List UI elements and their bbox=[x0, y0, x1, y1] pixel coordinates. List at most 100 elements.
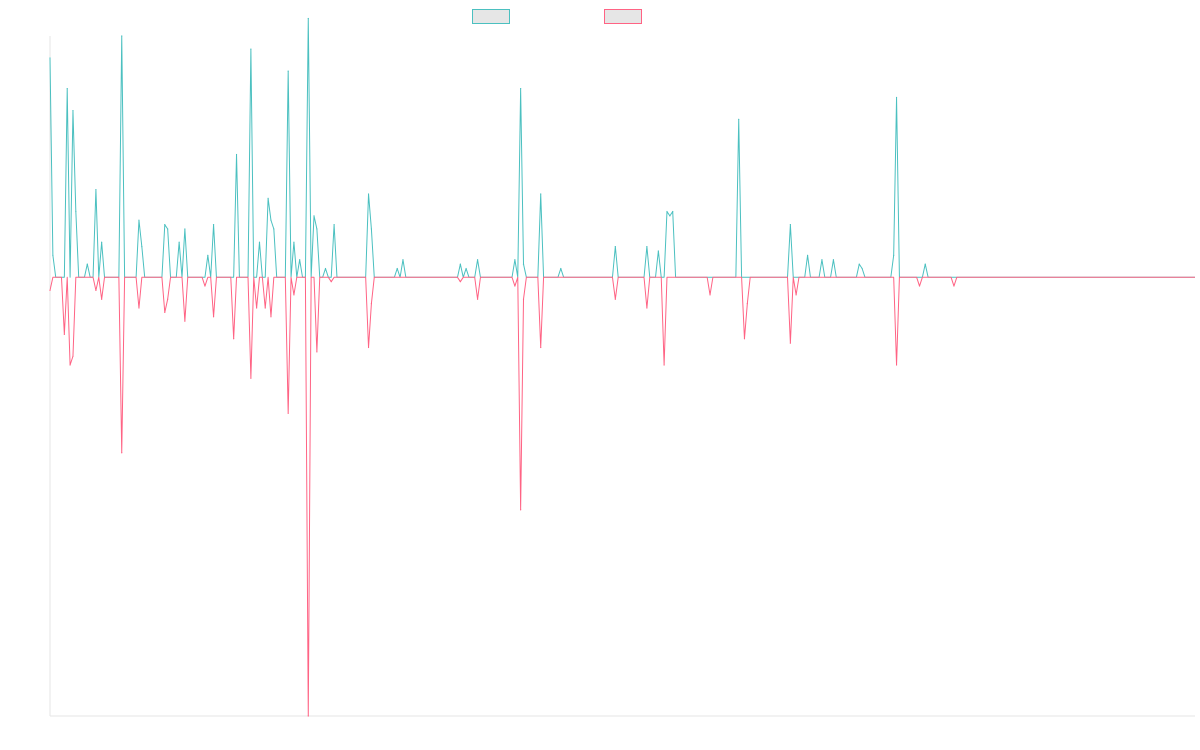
series-1-point-2 bbox=[66, 88, 68, 90]
series-2-point-20 bbox=[307, 715, 309, 717]
series-1-point-27 bbox=[313, 215, 315, 217]
series-2-point-25 bbox=[459, 281, 461, 283]
series-1-point-16 bbox=[212, 224, 215, 226]
series-1-point-33 bbox=[396, 267, 398, 270]
chart-legend bbox=[0, 9, 1200, 27]
series-2-point-32 bbox=[646, 307, 648, 309]
series-2-point-13 bbox=[233, 338, 235, 340]
series-1-point-47 bbox=[669, 215, 671, 217]
series-2-point-11 bbox=[204, 285, 206, 287]
legend-swatch-series-2 bbox=[604, 9, 642, 24]
series-1-point-20 bbox=[267, 197, 269, 199]
series-2-point-1 bbox=[63, 333, 65, 335]
series-2-point-8 bbox=[164, 311, 166, 313]
series-1-point-39 bbox=[520, 88, 522, 90]
series-1-point-14 bbox=[184, 228, 186, 230]
series-2-point-5 bbox=[101, 298, 103, 300]
series-2-point-9 bbox=[167, 298, 169, 300]
series-2-point-35 bbox=[743, 338, 746, 340]
series-2-point-41 bbox=[953, 285, 955, 287]
series-1-point-4 bbox=[75, 210, 77, 213]
series-layer bbox=[49, 17, 1195, 717]
series-2-point-10 bbox=[184, 320, 186, 322]
series-2-point-12 bbox=[212, 316, 215, 318]
series-1-point-3 bbox=[72, 109, 74, 112]
series-1-point-24 bbox=[293, 241, 295, 243]
series-1-point-37 bbox=[476, 259, 479, 261]
series-1-point-38 bbox=[514, 259, 516, 261]
series-1-point-51 bbox=[806, 254, 809, 256]
series-1 bbox=[49, 17, 1195, 278]
series-2 bbox=[49, 276, 1195, 717]
series-2-point-24 bbox=[370, 303, 372, 305]
series-2-point-36 bbox=[746, 303, 748, 305]
legend-swatch-series-1 bbox=[472, 9, 510, 24]
series-1-point-32 bbox=[370, 228, 372, 230]
series-1-point-19 bbox=[258, 241, 261, 243]
series-1-point-34 bbox=[402, 259, 404, 261]
series-1-point-0 bbox=[49, 57, 51, 59]
series-1-point-35 bbox=[459, 263, 461, 265]
series-1-point-1 bbox=[52, 254, 54, 256]
series-1-point-29 bbox=[324, 267, 327, 270]
series-1-line bbox=[49, 17, 1195, 278]
series-1-point-53 bbox=[832, 259, 835, 261]
series-1-point-5 bbox=[86, 263, 88, 265]
series-1-point-21 bbox=[270, 219, 272, 221]
series-1-point-45 bbox=[657, 250, 659, 252]
series-1-point-57 bbox=[895, 96, 898, 99]
series-1-point-41 bbox=[540, 193, 542, 195]
series-1-point-55 bbox=[861, 267, 863, 270]
series-2-line bbox=[49, 276, 1195, 717]
series-2-point-38 bbox=[795, 294, 797, 296]
series-2-point-28 bbox=[520, 509, 522, 511]
series-1-point-6 bbox=[95, 188, 97, 191]
series-1-point-9 bbox=[138, 219, 140, 221]
series-1-point-40 bbox=[522, 263, 525, 265]
series-1-point-8 bbox=[121, 35, 123, 37]
series-2-point-15 bbox=[256, 307, 258, 309]
series-1-point-15 bbox=[207, 254, 209, 256]
series-1-point-10 bbox=[141, 245, 143, 248]
series-1-point-28 bbox=[316, 228, 318, 230]
series-1-point-12 bbox=[167, 228, 169, 230]
series-2-point-16 bbox=[264, 307, 266, 309]
series-1-point-46 bbox=[666, 210, 668, 213]
series-1-point-50 bbox=[789, 224, 791, 226]
series-2-point-40 bbox=[918, 285, 921, 287]
series-2-point-4 bbox=[95, 289, 97, 292]
series-1-point-54 bbox=[858, 263, 860, 265]
series-2-point-17 bbox=[270, 316, 272, 318]
series-2-point-31 bbox=[614, 298, 616, 300]
series-2-point-37 bbox=[789, 342, 791, 344]
series-1-point-7 bbox=[101, 241, 103, 243]
series-2-point-0 bbox=[49, 289, 51, 292]
series-2-point-27 bbox=[514, 285, 516, 287]
series-1-point-58 bbox=[924, 263, 926, 265]
series-1-point-43 bbox=[614, 245, 616, 248]
series-2-point-29 bbox=[522, 298, 525, 300]
series-2-point-7 bbox=[138, 307, 140, 309]
series-2-point-33 bbox=[663, 364, 665, 366]
series-1-point-52 bbox=[821, 259, 823, 261]
series-2-point-2 bbox=[69, 364, 71, 366]
series-1-point-31 bbox=[367, 193, 370, 195]
series-2-point-14 bbox=[250, 377, 252, 379]
series-2-point-30 bbox=[540, 346, 542, 349]
series-2-point-39 bbox=[895, 364, 898, 366]
series-1-point-13 bbox=[178, 241, 180, 243]
series-2-point-3 bbox=[72, 355, 74, 357]
series-1-point-56 bbox=[893, 254, 895, 256]
series-1-point-48 bbox=[672, 210, 674, 213]
series-2-point-23 bbox=[367, 346, 370, 349]
legend-item-series-1[interactable] bbox=[472, 9, 516, 24]
series-1-point-23 bbox=[287, 70, 289, 72]
series-2-point-34 bbox=[709, 294, 711, 296]
legend-item-series-2[interactable] bbox=[604, 9, 648, 24]
series-2-point-21 bbox=[316, 351, 318, 353]
series-1-point-44 bbox=[646, 245, 648, 248]
series-1-point-22 bbox=[273, 228, 275, 230]
series-1-point-17 bbox=[235, 153, 238, 156]
